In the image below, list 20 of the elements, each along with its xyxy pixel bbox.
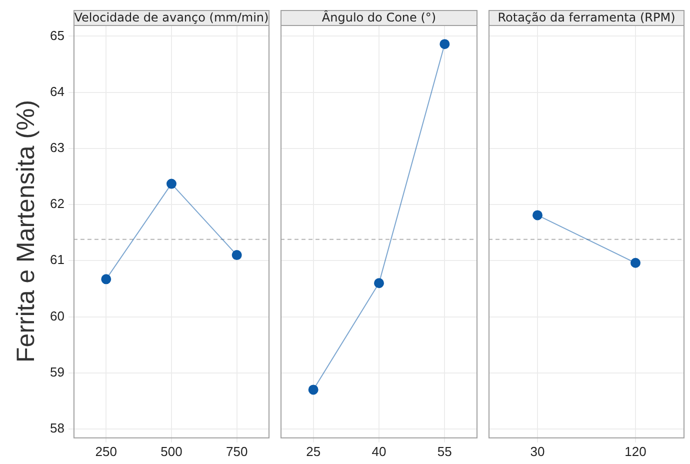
y-tick-label: 64 — [50, 84, 64, 99]
y-tick-label: 60 — [50, 308, 64, 324]
x-tick-label: 250 — [95, 444, 117, 459]
chart-title: Ângulo do Cone (°) — [322, 10, 436, 25]
y-tick-label: 58 — [50, 420, 64, 436]
y-tick-label: 62 — [50, 196, 64, 212]
y-tick-label: 59 — [50, 364, 64, 380]
y-tick-label: 63 — [50, 140, 64, 156]
x-tick-label: 750 — [226, 444, 248, 459]
y-axis-title: Ferrita e Martensita (%) — [12, 100, 40, 362]
x-tick-label: 500 — [160, 444, 182, 459]
y-tick-label: 61 — [50, 252, 64, 268]
x-tick-label: 40 — [372, 444, 386, 459]
chart-title: Rotação da ferramenta (RPM) — [498, 10, 676, 25]
x-tick-label: 25 — [306, 444, 321, 459]
x-tick-label: 30 — [530, 444, 545, 459]
chart-title: Velocidade de avanço (mm/min) — [74, 10, 269, 25]
y-tick-label: 65 — [50, 28, 64, 43]
x-tick-label: 55 — [437, 444, 452, 459]
x-tick-label: 120 — [624, 444, 646, 459]
